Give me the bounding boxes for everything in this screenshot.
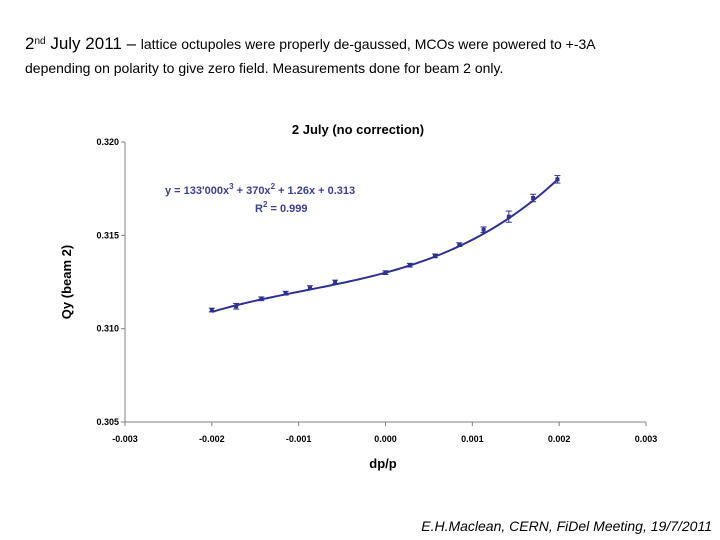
fit-eq-part3: + 1.26x + 0.313 (275, 185, 355, 197)
fit-eq-part1: y = 133'000x (165, 185, 230, 197)
x-tick-label: 0.003 (635, 434, 658, 444)
data-points-group (208, 175, 561, 313)
data-point (457, 242, 462, 247)
heading-line1-text: lattice octupoles were properly de-gauss… (140, 36, 596, 52)
data-point (407, 263, 412, 268)
x-tick-label: -0.003 (112, 434, 138, 444)
y-axis-title: Qy (beam 2) (59, 245, 74, 319)
data-point (209, 308, 214, 312)
x-tick-label: 0.000 (374, 434, 397, 444)
data-point (307, 285, 312, 290)
y-tick-label: 0.305 (96, 417, 119, 427)
data-point (234, 304, 239, 309)
heading-date-number: 2 (25, 34, 35, 53)
x-tick-label: 0.002 (548, 434, 571, 444)
heading-date-rest: July 2011 – (50, 34, 137, 53)
heading-date-ordinal: nd (34, 36, 46, 47)
chart-axes: -0.003 -0.002 -0.001 0.000 0.001 0.002 0.003 0.… (96, 137, 657, 444)
fit-eq-sup1: 3 (229, 182, 234, 191)
data-point (531, 196, 536, 200)
fit-equation: y = 133'000x3 + 370x2 + 1.26x + 0.313 (165, 182, 355, 197)
y-tick-label: 0.315 (96, 230, 119, 240)
data-point (555, 177, 560, 182)
chart-title: 2 July (no correction) (292, 122, 424, 137)
r2-label: R (255, 203, 263, 215)
fit-eq-sup2: 2 (271, 182, 276, 191)
data-point (481, 227, 486, 232)
data-point (383, 270, 388, 275)
fit-eq-part2: + 370x (234, 185, 272, 197)
y-tick-label: 0.320 (96, 137, 119, 147)
x-tick-label: -0.002 (199, 434, 225, 444)
x-tick-label: 0.001 (461, 434, 484, 444)
data-point (333, 280, 338, 284)
slide-heading: 2nd July 2011 – lattice octupoles were p… (25, 33, 715, 55)
data-point (432, 253, 437, 258)
data-point (506, 214, 511, 219)
data-point (259, 296, 264, 301)
r-squared: R2 = 0.999 (255, 200, 307, 215)
x-tick-label: -0.001 (286, 434, 312, 444)
y-tick-label: 0.310 (96, 324, 119, 334)
heading-line2-text: depending on polarity to give zero field… (25, 60, 504, 76)
r2-value: = 0.999 (267, 203, 307, 215)
data-point (283, 291, 288, 296)
footer-credit: E.H.Maclean, CERN, FiDel Meeting, 19/7/2… (421, 518, 712, 534)
x-axis-title: dp/p (369, 456, 396, 471)
r2-sup: 2 (263, 200, 268, 209)
